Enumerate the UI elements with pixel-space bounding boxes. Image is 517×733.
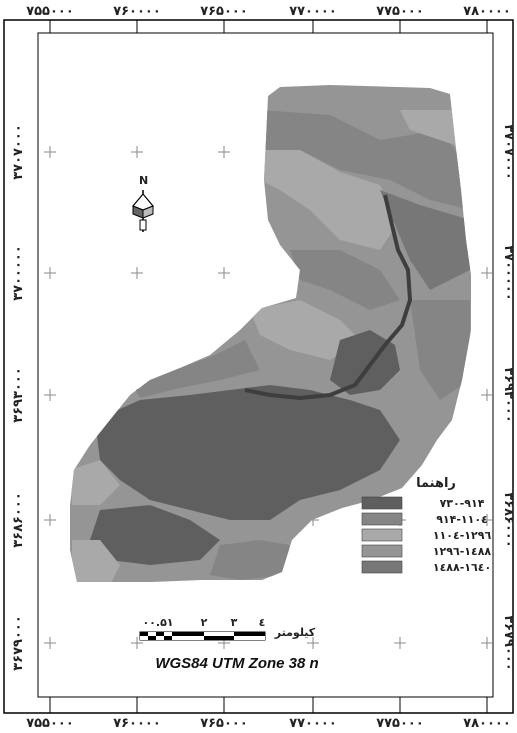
- y-axis-labels-right: ۳۷۰۷۰۰۰ ۳۷۰۰۰۰۰ ۳۶۹۳۰۰۰ ۳۶۸۶۰۰۰ ۳۶۷۹۰۰۰: [501, 124, 516, 671]
- zone-class-1-southwest: [90, 505, 220, 565]
- zone-class-3d: [70, 460, 120, 505]
- grid-cross: [44, 389, 56, 401]
- zone-class-3c: [250, 300, 360, 360]
- legend-swatch: [361, 560, 403, 574]
- x-tick-label-top: ۷۷۰۰۰۰: [289, 4, 337, 19]
- scale-unit-label: کیلومتر: [274, 626, 316, 639]
- projection-label: WGS84 UTM Zone 38 n: [155, 655, 318, 672]
- y-tick-label-right: ۳۷۰۷۰۰۰: [501, 124, 516, 180]
- legend-item-label: ۷۳۰-۹۱۴: [440, 497, 485, 510]
- scale-bar-segment: [234, 636, 265, 640]
- grid-cross: [481, 514, 493, 526]
- scale-bar-tick-label: ٤: [259, 616, 266, 629]
- grid-cross: [218, 146, 230, 158]
- x-tick-label-top: ۷۵۵۰۰۰: [26, 4, 74, 19]
- grid-cross: [481, 267, 493, 279]
- y-tick-label-right: ۳۷۰۰۰۰۰: [501, 245, 516, 301]
- scale-bar-segment: [148, 632, 156, 636]
- x-axis-labels-top: ۷۵۵۰۰۰ ۷۶۰۰۰۰ ۷۶۵۰۰۰ ۷۷۰۰۰۰ ۷۷۵۰۰۰ ۷۸۰۰۰۰: [26, 4, 511, 19]
- legend-item-label: ۱۲۹٦-۱٤۸۸: [433, 545, 492, 558]
- north-label: N: [139, 174, 148, 187]
- x-tick-label-top: ۷۶۵۰۰۰: [200, 4, 248, 19]
- y-tick-label-left: ۳۷۰۷۰۰۰: [11, 124, 26, 180]
- zone-class-3b: [400, 110, 470, 150]
- zone-class-2c: [410, 300, 470, 400]
- scale-bar-segment: [140, 632, 148, 636]
- scale-bar-tick-label: ۲: [201, 616, 208, 629]
- scale-bar-segment: [156, 632, 164, 636]
- y-tick-label-right: ۳۶۹۳۰۰۰: [501, 367, 516, 423]
- frame-tick-marks: [49, 20, 488, 713]
- x-tick-label-top: ۷۶۰۰۰۰: [113, 4, 161, 19]
- scale-bar-segment: [234, 632, 265, 636]
- y-tick-label-left: ۳۶۷۹۰۰۰: [11, 615, 26, 671]
- y-axis-labels-left: ۳۷۰۷۰۰۰ ۳۷۰۰۰۰۰ ۳۶۹۳۰۰۰ ۳۶۸۶۰۰۰ ۳۶۷۹۰۰۰: [11, 124, 26, 671]
- grid-cross: [44, 637, 56, 649]
- legend-swatch: [361, 512, 403, 526]
- grid-cross: [131, 267, 143, 279]
- x-tick-label-bottom: ۷۵۵۰۰۰: [26, 716, 74, 731]
- scale-bar-segment: [164, 636, 172, 640]
- scale-bar-segment: [140, 636, 148, 640]
- x-axis-labels-bottom: ۷۵۵۰۰۰ ۷۶۰۰۰۰ ۷۶۵۰۰۰ ۷۷۰۰۰۰ ۷۷۵۰۰۰ ۷۸۰۰۰۰: [26, 716, 511, 731]
- legend: راهنما ۷۳۰-۹۱۴ ۹۱۴-۱۱۰٤ ۱۱۰٤-۱۲۹٦ ۱۲۹٦-۱٤۸۸…: [361, 476, 492, 574]
- y-tick-label-right: ۳۶۷۹۰۰۰: [501, 615, 516, 671]
- legend-swatch: [361, 544, 403, 558]
- x-tick-label-top: ۷۸۰۰۰۰: [463, 4, 511, 19]
- grid-cross: [481, 637, 493, 649]
- x-tick-label-bottom: ۷۷۵۰۰۰: [376, 716, 424, 731]
- y-tick-label-left: ۳۶۸۶۰۰۰: [11, 492, 26, 548]
- y-tick-label-right: ۳۶۸۶۰۰۰: [501, 492, 516, 548]
- grid-cross: [394, 637, 406, 649]
- grid-cross: [44, 514, 56, 526]
- zone-class-3: [260, 150, 400, 250]
- grid-cross: [44, 267, 56, 279]
- zone-class-5: [380, 190, 470, 290]
- legend-item-label: ۱۱۰٤-۱۲۹٦: [433, 529, 492, 542]
- scale-bar-tick-label: ۰۰.۵۱: [142, 616, 173, 629]
- zone-class-1-south: [95, 385, 400, 520]
- y-tick-label-left: ۳۷۰۰۰۰۰: [11, 245, 26, 301]
- north-arrow-icon: N: [132, 174, 154, 232]
- scale-bar-segment: [204, 632, 234, 636]
- grid-cross: [481, 389, 493, 401]
- y-tick-label-left: ۳۶۹۳۰۰۰: [11, 367, 26, 423]
- zone-class-2b: [290, 250, 400, 310]
- zone-class-2d: [130, 340, 260, 398]
- legend-swatch: [361, 496, 403, 510]
- scale-bar-segment: [204, 636, 234, 640]
- x-tick-label-bottom: ۷۶۵۰۰۰: [200, 716, 248, 731]
- grid-cross: [131, 637, 143, 649]
- scale-bar-tick-label: ۳: [231, 616, 238, 629]
- scale-bar-segment: [172, 632, 204, 636]
- zone-class-2e: [210, 540, 290, 580]
- grid-cross: [131, 146, 143, 158]
- zone-class-3e: [72, 540, 120, 582]
- grid-cross: [44, 146, 56, 158]
- grid-cross: [307, 637, 319, 649]
- legend-item-label: ۱٤۸۸-۱٦٤۰: [433, 561, 491, 574]
- legend-swatch: [361, 528, 403, 542]
- legend-item-label: ۹۱۴-۱۱۰٤: [436, 513, 488, 526]
- scale-bar: ۰۰.۵۱ ۲ ۳ ٤: [139, 616, 266, 641]
- scale-bar-segment: [148, 636, 156, 640]
- x-tick-label-bottom: ۷۸۰۰۰۰: [463, 716, 511, 731]
- grid-cross: [218, 267, 230, 279]
- x-tick-label-bottom: ۷۷۰۰۰۰: [289, 716, 337, 731]
- legend-title: راهنما: [416, 476, 456, 491]
- zone-class-2: [260, 110, 470, 210]
- scale-bar-segment: [164, 632, 172, 636]
- scale-bar-segment: [172, 636, 204, 640]
- river-channel: [244, 194, 413, 401]
- scale-bar-segment: [156, 636, 164, 640]
- x-tick-label-top: ۷۷۵۰۰۰: [376, 4, 424, 19]
- x-tick-label-bottom: ۷۶۰۰۰۰: [113, 716, 161, 731]
